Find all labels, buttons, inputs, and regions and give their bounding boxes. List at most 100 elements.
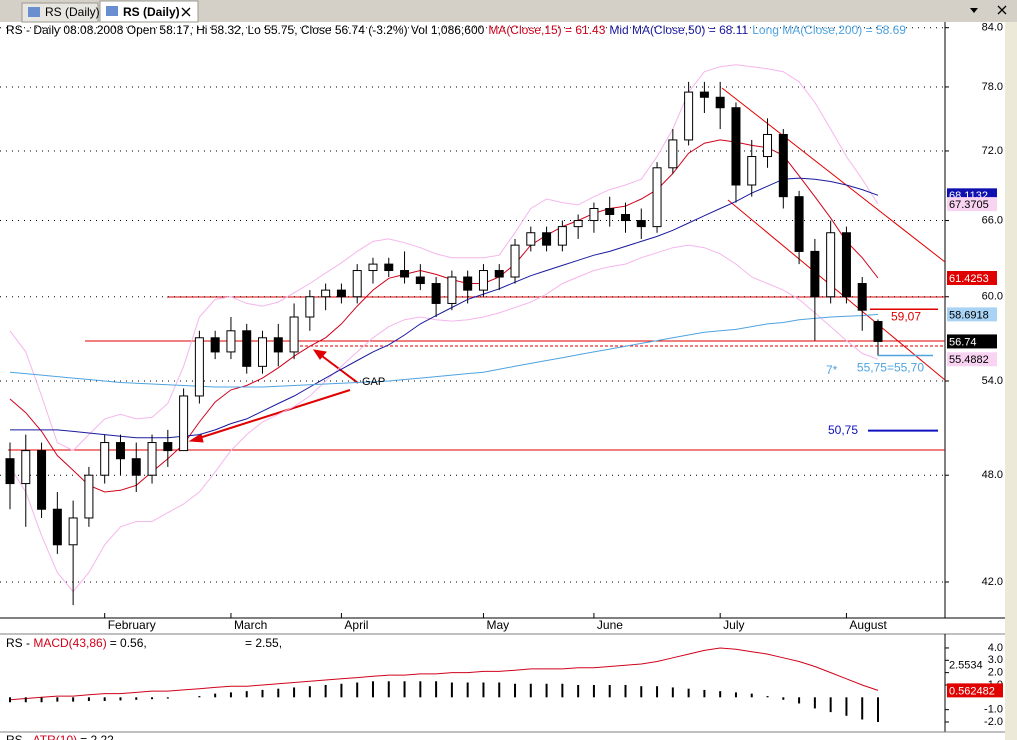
price-badge — [947, 334, 997, 349]
moving-average — [9, 139, 879, 493]
y-tick-label: -2.0 — [984, 716, 1003, 728]
candle-body — [873, 321, 883, 342]
y-tick-label: 2.0 — [988, 667, 1003, 679]
panel-value: = 0.56, — [110, 636, 147, 650]
y-tick-label: 42.0 — [982, 576, 1003, 588]
y-tick-label: 54.0 — [982, 375, 1003, 387]
arrow — [195, 389, 351, 440]
candle-body — [147, 442, 157, 476]
x-tick-label: June — [597, 618, 623, 632]
candle-body — [826, 232, 836, 298]
y-tick-label: 78.0 — [982, 81, 1003, 93]
tab-close[interactable] — [181, 7, 191, 17]
candle-body — [794, 196, 804, 252]
candle-body — [810, 250, 820, 298]
candle-body — [179, 395, 189, 452]
price-badge-label: 61.4253 — [949, 273, 989, 285]
candle-body — [21, 450, 31, 485]
panel-value: 2.5534 — [949, 660, 983, 672]
candle-body — [431, 283, 441, 304]
arrow — [317, 352, 359, 384]
panel-title: RS - — [6, 733, 33, 740]
candle-body — [573, 220, 583, 228]
candle-body — [352, 270, 362, 298]
candle-body — [557, 226, 567, 246]
band — [9, 64, 879, 452]
tab-bar — [0, 0, 1017, 22]
annotation: 7* — [826, 363, 838, 377]
price-badge — [947, 683, 1003, 698]
y-tick-label: 4.0 — [988, 642, 1003, 654]
candle-body — [684, 91, 694, 141]
tab[interactable] — [21, 2, 99, 23]
price-badge-label: 55.4882 — [949, 354, 989, 366]
candle-body — [463, 276, 473, 291]
candle-body — [131, 458, 141, 476]
candle-body — [163, 442, 173, 452]
candle-body — [336, 289, 346, 298]
legend-entry: Long MA(Close,200) = 58.69 — [752, 23, 906, 37]
candle-body — [841, 232, 851, 298]
dropdown[interactable] — [970, 8, 978, 13]
candle-body — [115, 442, 125, 460]
candle-body — [731, 107, 741, 186]
candle-body — [400, 270, 410, 278]
candle-body — [84, 474, 94, 519]
candle-body — [194, 337, 204, 397]
candle-body — [747, 156, 757, 186]
price-badge-label: 67.3705 — [949, 199, 989, 211]
moving-average — [10, 177, 879, 439]
candle-body — [510, 244, 520, 278]
price-badge-label: 56.74 — [949, 336, 977, 348]
level-label: 50,75 — [828, 423, 858, 437]
y-tick-label: 72.0 — [982, 145, 1003, 157]
candle-body — [778, 133, 788, 198]
candle-body — [100, 442, 110, 476]
x-tick-label: February — [108, 618, 156, 632]
x-tick-label: March — [234, 618, 267, 632]
candle-body — [620, 214, 630, 222]
tab-active[interactable] — [99, 0, 199, 23]
price-badge — [947, 197, 997, 212]
price-badge-label: 58.6918 — [949, 309, 989, 321]
candle-body — [68, 517, 78, 546]
candle-body — [447, 276, 457, 304]
candle-body — [321, 289, 331, 298]
tab-label: RS (Daily) — [45, 5, 100, 19]
x-tick-label: August — [849, 618, 887, 632]
arrow-head — [312, 349, 327, 360]
y-tick-label: 48.0 — [982, 469, 1003, 481]
candle-body — [857, 283, 867, 311]
legend-entry: Mid MA(Close,50) = 68.11 — [609, 23, 748, 37]
y-tick-label: 66.0 — [982, 214, 1003, 226]
candle-body — [52, 508, 62, 546]
candle-body — [542, 232, 552, 246]
candle-body — [5, 458, 15, 485]
atr-title: RS - ATR(10)= 2.22 — [6, 733, 114, 740]
legend-entry: MA(Close,15) = 61.43 — [488, 23, 605, 37]
candle-body — [226, 330, 236, 353]
candle-body — [605, 208, 615, 216]
chart-title: RS - Daily 08.08.2008 Open 58.17, Hi 58.… — [6, 23, 485, 37]
band — [9, 244, 879, 593]
candle-body — [273, 337, 283, 353]
window-close[interactable] — [997, 5, 1007, 15]
candle-body — [652, 167, 662, 228]
y-tick-label: 3.0 — [988, 654, 1003, 666]
candle-body — [494, 270, 504, 278]
candle-body — [210, 337, 220, 353]
tab-label: RS (Daily) — [123, 5, 180, 19]
tab-icon — [106, 6, 118, 16]
level-label: 55,75=55,70 — [857, 361, 924, 375]
level-label: 59,07 — [891, 309, 921, 323]
price-badge — [947, 352, 997, 367]
info-line: RS - Daily 08.08.2008 Open 58.17, Hi 58.… — [6, 23, 906, 37]
x-tick-label: May — [486, 618, 509, 632]
candle-body — [763, 133, 773, 158]
panel-value: = 2.55, — [245, 636, 282, 650]
candle-body — [289, 316, 299, 353]
drawings — [8, 87, 946, 451]
y-tick-label: 60.0 — [982, 291, 1003, 303]
price-badge-label: 0.562482 — [949, 685, 995, 697]
